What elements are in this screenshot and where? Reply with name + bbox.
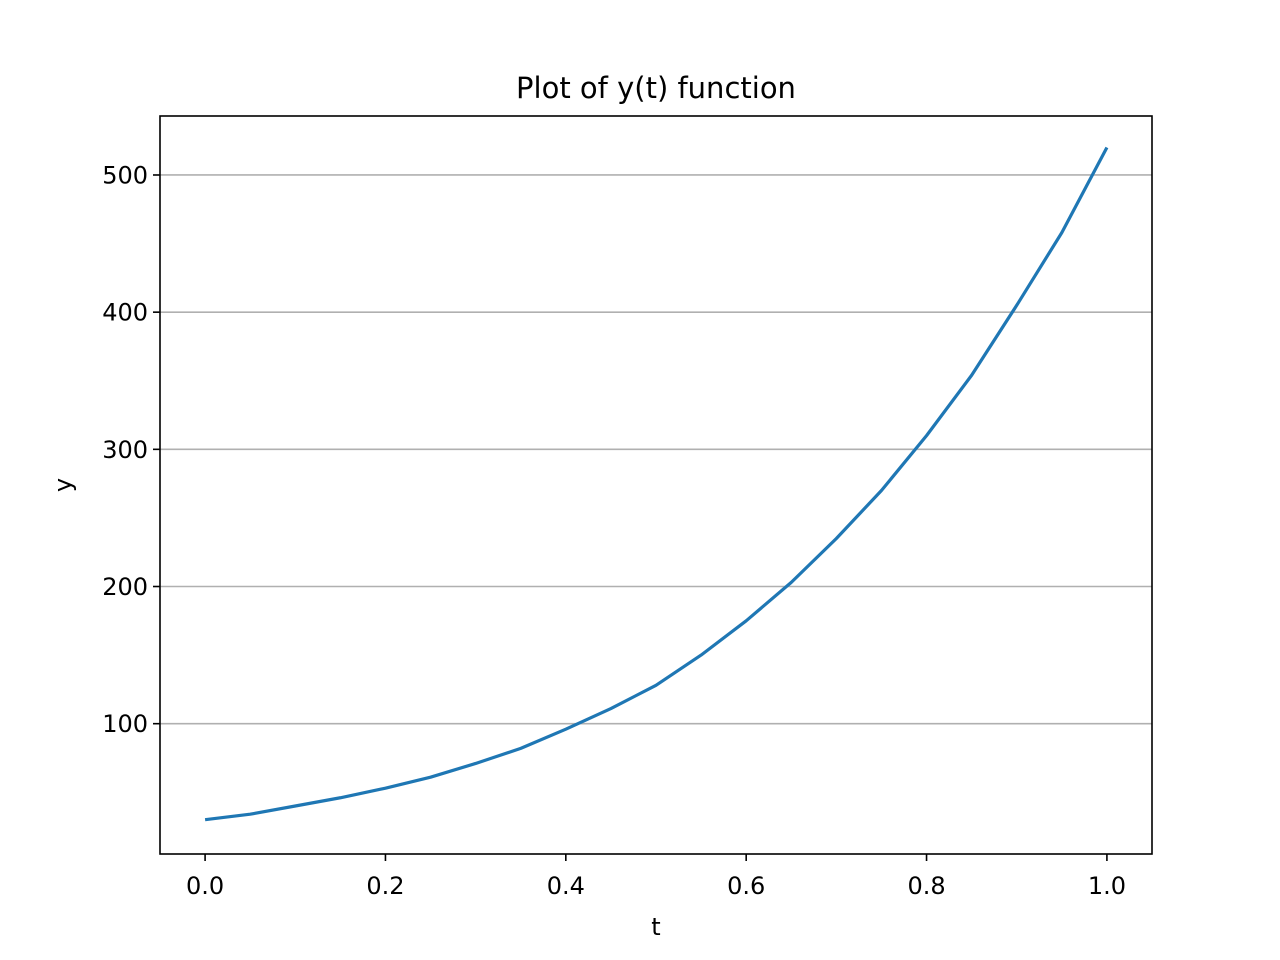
series-line [204,146,1109,822]
series-layer [204,146,1109,822]
x-tick-label: 0.2 [366,872,404,900]
grid-lines [160,174,1152,725]
x-tick-label: 0.6 [727,872,765,900]
y-axis: 100 200 300 400 500 [102,161,160,738]
y-tick-label: 100 [102,710,148,738]
y-tick-label: 300 [102,436,148,464]
y-tick-label: 500 [102,161,148,189]
x-tick-label: 0.4 [547,872,585,900]
x-tick-label: 0.8 [907,872,945,900]
x-axis: 0.0 0.2 0.4 0.6 0.8 1.0 [186,854,1126,900]
x-tick-label: 1.0 [1088,872,1126,900]
y-axis-label: y [49,478,77,492]
y-tick-label: 400 [102,299,148,327]
x-tick-label: 0.0 [186,872,224,900]
y-tick-label: 200 [102,573,148,601]
axes-frame [159,115,1153,855]
x-axis-label: t [651,913,660,941]
chart-title: Plot of y(t) function [516,71,796,105]
